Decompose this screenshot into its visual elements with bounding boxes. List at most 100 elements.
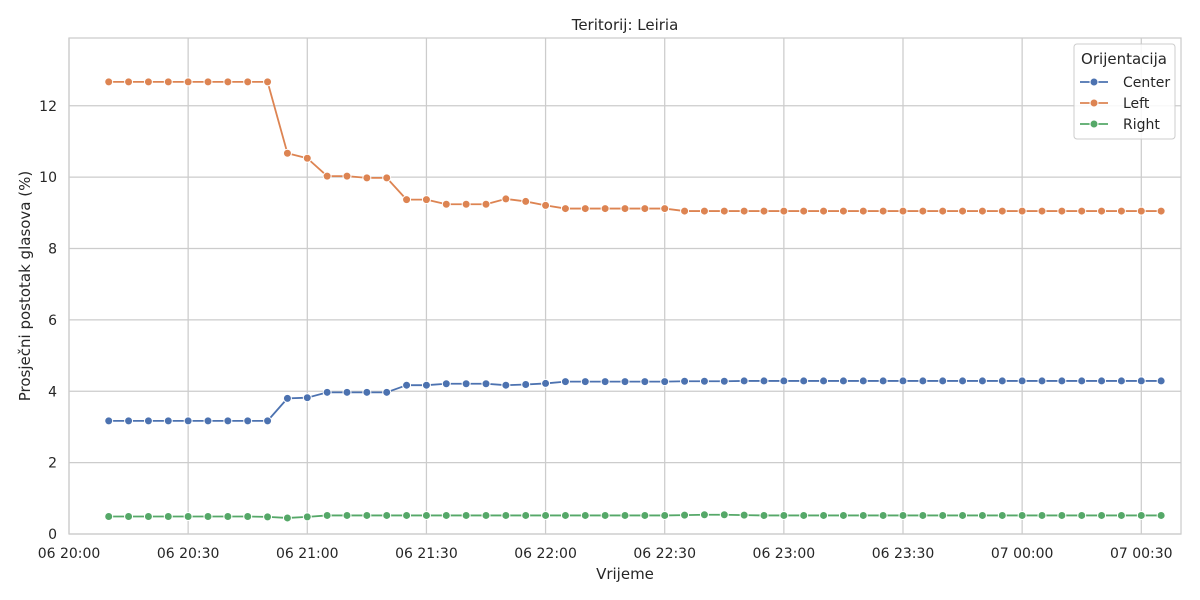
legend: Orijentacija Center Left Right — [1073, 43, 1176, 140]
data-point — [1136, 510, 1146, 520]
data-point — [1116, 510, 1126, 520]
data-point — [521, 196, 531, 206]
data-point — [938, 510, 948, 520]
data-point — [799, 510, 809, 520]
data-point — [263, 77, 273, 87]
x-axis-title: Vrijeme — [596, 565, 654, 583]
data-point — [163, 77, 173, 87]
data-point — [243, 416, 253, 426]
data-point — [977, 376, 987, 386]
legend-marker — [1089, 119, 1099, 129]
series-layer — [104, 77, 1166, 523]
data-point — [1037, 206, 1047, 216]
data-point — [441, 199, 451, 209]
data-point — [759, 376, 769, 386]
data-point — [997, 206, 1007, 216]
data-point — [779, 510, 789, 520]
plot-frame — [68, 37, 1182, 535]
data-point — [580, 377, 590, 387]
data-point — [481, 379, 491, 389]
data-point — [302, 393, 312, 403]
data-point — [680, 206, 690, 216]
data-point — [501, 194, 511, 204]
data-point — [819, 510, 829, 520]
data-point — [858, 376, 868, 386]
y-axis-ticks: 0 2 4 6 8 10 12 — [39, 99, 57, 543]
y-axis-title: Prosječni postotak glasova (%) — [16, 171, 34, 401]
data-point — [461, 199, 471, 209]
data-point — [918, 510, 928, 520]
data-point — [560, 377, 570, 387]
data-point — [660, 377, 670, 387]
x-tick-label: 06 21:00 — [276, 546, 339, 562]
data-point — [362, 173, 372, 183]
data-point — [938, 206, 948, 216]
data-point — [183, 512, 193, 522]
data-point — [203, 77, 213, 87]
data-point — [1017, 510, 1027, 520]
legend-label: Right — [1123, 117, 1160, 133]
data-point — [819, 376, 829, 386]
data-point — [362, 510, 372, 520]
data-point — [1156, 376, 1166, 386]
data-point — [878, 206, 888, 216]
data-point — [779, 206, 789, 216]
data-point — [501, 380, 511, 390]
data-point — [322, 510, 332, 520]
x-tick-label: 06 21:30 — [395, 546, 458, 562]
data-point — [263, 416, 273, 426]
data-point — [1057, 206, 1067, 216]
data-point — [322, 387, 332, 397]
data-point — [858, 206, 868, 216]
data-point — [838, 206, 848, 216]
data-point — [521, 379, 531, 389]
data-point — [342, 171, 352, 181]
data-point — [699, 510, 709, 520]
chart-title: Teritorij: Leiria — [571, 16, 679, 34]
data-point — [1136, 376, 1146, 386]
y-tick-label: 6 — [48, 313, 57, 329]
legend-label: Center — [1123, 75, 1170, 91]
data-point — [282, 393, 292, 403]
y-tick-label: 10 — [39, 170, 57, 186]
legend-marker — [1089, 98, 1099, 108]
data-point — [878, 510, 888, 520]
data-point — [163, 512, 173, 522]
series-left — [104, 77, 1166, 216]
x-tick-label: 07 00:30 — [1110, 546, 1173, 562]
data-point — [600, 377, 610, 387]
data-point — [838, 376, 848, 386]
data-point — [680, 510, 690, 520]
data-point — [322, 171, 332, 181]
data-point — [739, 206, 749, 216]
data-point — [1156, 206, 1166, 216]
data-point — [1037, 510, 1047, 520]
data-point — [421, 195, 431, 205]
data-point — [977, 206, 987, 216]
data-point — [858, 510, 868, 520]
data-point — [660, 510, 670, 520]
data-point — [143, 512, 153, 522]
y-tick-label: 8 — [48, 242, 57, 258]
data-point — [1057, 376, 1067, 386]
data-point — [282, 148, 292, 158]
y-tick-label: 0 — [48, 527, 57, 543]
data-point — [977, 510, 987, 520]
data-point — [223, 512, 233, 522]
series-center — [104, 376, 1166, 426]
data-point — [799, 376, 809, 386]
data-point — [302, 153, 312, 163]
data-point — [958, 376, 968, 386]
data-point — [541, 510, 551, 520]
data-point — [600, 510, 610, 520]
data-point — [580, 204, 590, 214]
data-point — [699, 376, 709, 386]
data-point — [759, 206, 769, 216]
x-tick-label: 06 20:00 — [38, 546, 101, 562]
data-point — [421, 380, 431, 390]
data-point — [402, 195, 412, 205]
data-point — [620, 377, 630, 387]
data-point — [382, 387, 392, 397]
data-point — [541, 378, 551, 388]
